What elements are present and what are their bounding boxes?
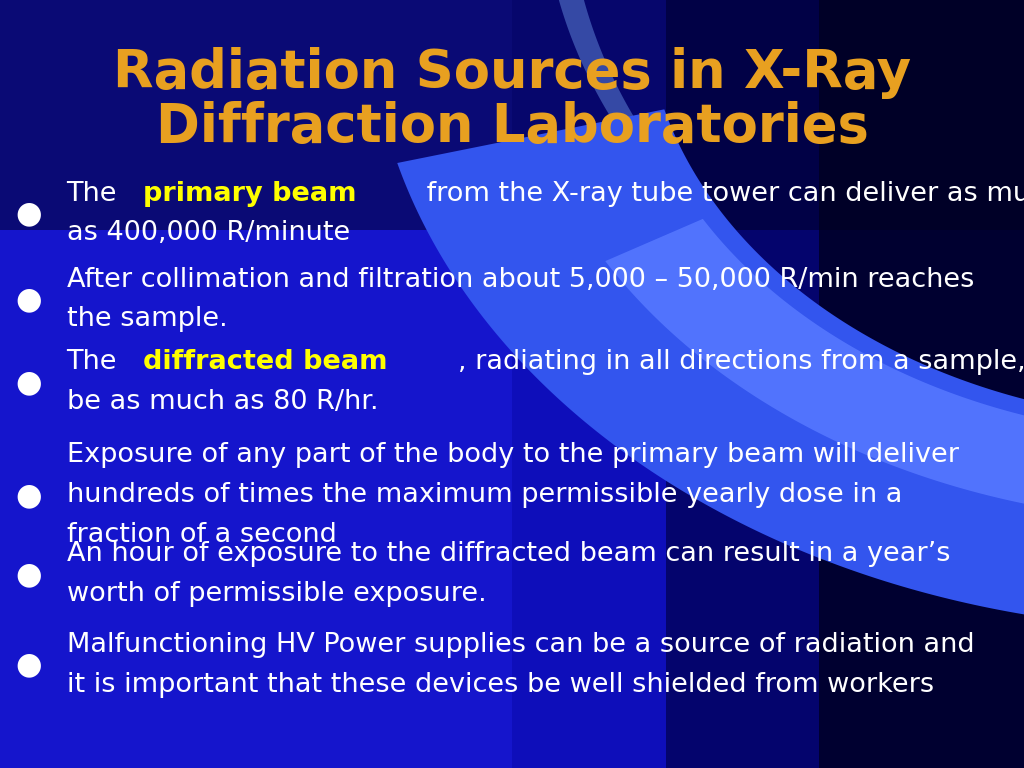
Text: The: The bbox=[67, 349, 126, 376]
Text: Radiation Sources in X-Ray: Radiation Sources in X-Ray bbox=[113, 47, 911, 99]
Bar bbox=[0, 0, 666, 768]
Text: primary beam: primary beam bbox=[143, 180, 356, 207]
Text: be as much as 80 R/hr.: be as much as 80 R/hr. bbox=[67, 389, 378, 415]
Text: ●: ● bbox=[15, 650, 42, 680]
Text: ●: ● bbox=[15, 481, 42, 510]
Polygon shape bbox=[549, 0, 894, 353]
Text: it is important that these devices be well shielded from workers: it is important that these devices be we… bbox=[67, 672, 934, 698]
Text: Malfunctioning HV Power supplies can be a source of radiation and: Malfunctioning HV Power supplies can be … bbox=[67, 632, 974, 658]
Text: ●: ● bbox=[15, 368, 42, 397]
Text: worth of permissible exposure.: worth of permissible exposure. bbox=[67, 581, 486, 607]
Bar bbox=[512, 0, 819, 768]
Polygon shape bbox=[605, 219, 1024, 515]
Text: ●: ● bbox=[15, 199, 42, 228]
Text: ●: ● bbox=[15, 285, 42, 314]
Text: from the X-ray tube tower can deliver as much: from the X-ray tube tower can deliver as… bbox=[419, 180, 1024, 207]
Polygon shape bbox=[397, 109, 1024, 627]
Text: fraction of a second: fraction of a second bbox=[67, 522, 337, 548]
Text: The: The bbox=[67, 180, 126, 207]
Text: as 400,000 R/minute: as 400,000 R/minute bbox=[67, 220, 350, 247]
Text: hundreds of times the maximum permissible yearly dose in a: hundreds of times the maximum permissibl… bbox=[67, 482, 902, 508]
Text: the sample.: the sample. bbox=[67, 306, 227, 333]
Text: Exposure of any part of the body to the primary beam will deliver: Exposure of any part of the body to the … bbox=[67, 442, 958, 468]
Text: , radiating in all directions from a sample, can: , radiating in all directions from a sam… bbox=[459, 349, 1024, 376]
Text: ●: ● bbox=[15, 560, 42, 589]
Text: After collimation and filtration about 5,000 – 50,000 R/min reaches: After collimation and filtration about 5… bbox=[67, 266, 974, 293]
Bar bbox=[666, 0, 1024, 768]
Text: An hour of exposure to the diffracted beam can result in a year’s: An hour of exposure to the diffracted be… bbox=[67, 541, 950, 568]
Text: Diffraction Laboratories: Diffraction Laboratories bbox=[156, 101, 868, 153]
Bar bbox=[0, 0, 1024, 230]
Text: diffracted beam: diffracted beam bbox=[143, 349, 387, 376]
